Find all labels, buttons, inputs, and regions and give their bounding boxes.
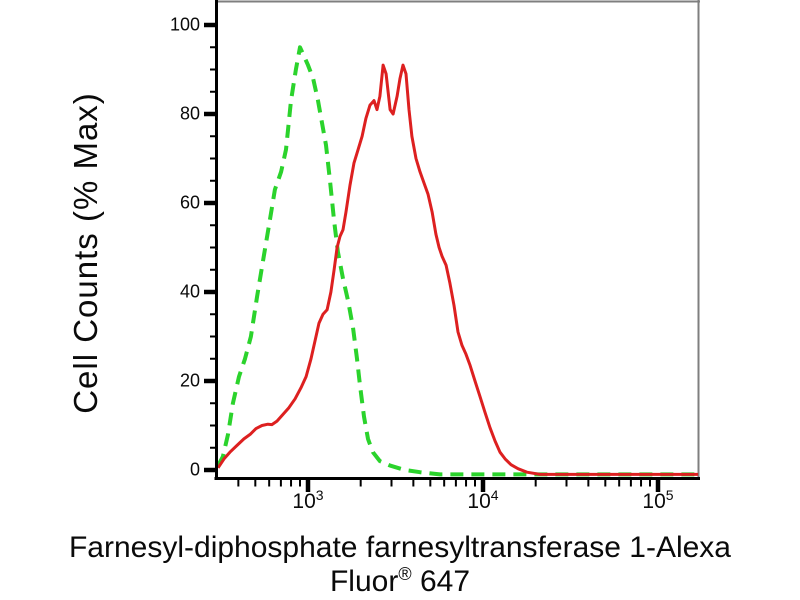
- y-tick-label-80: 80: [179, 103, 200, 124]
- green-dashed-histogram-curve: [216, 45, 699, 477]
- registered-trademark-symbol: ®: [398, 564, 412, 584]
- x-axis-title: Farnesyl-diphosphate farnesyltransferase…: [0, 531, 800, 599]
- y-tick-label-60: 60: [179, 192, 200, 213]
- x-axis-title-fluor: Fluor: [329, 565, 399, 598]
- y-tick-label-40: 40: [179, 281, 200, 302]
- x-tick-label-10e3: 103: [292, 487, 324, 513]
- x-axis-title-line1: Farnesyl-diphosphate farnesyltransferase…: [68, 531, 731, 564]
- y-tick-label-0: 0: [189, 459, 200, 480]
- x-tick-label-10e5: 105: [642, 487, 674, 513]
- x-axis-title-647: 647: [411, 565, 470, 598]
- y-tick-label-100: 100: [169, 14, 200, 35]
- y-tick-label-20: 20: [179, 370, 200, 391]
- x-tick-label-10e4: 104: [467, 487, 499, 513]
- y-axis-title: Cell Counts (% Max): [67, 92, 104, 414]
- red-solid-histogram-curve: [216, 63, 699, 476]
- x-axis-title-line2: Fluor® 647: [0, 565, 800, 599]
